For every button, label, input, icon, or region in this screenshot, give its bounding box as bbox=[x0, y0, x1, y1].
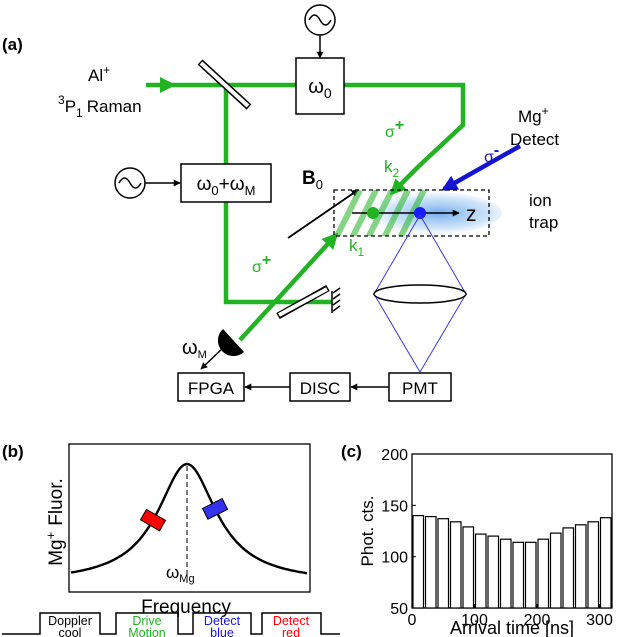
b-field-label: B0 bbox=[302, 168, 323, 192]
al-ion bbox=[367, 207, 379, 219]
sequence-step-detect-blue: Detect blue bbox=[204, 614, 241, 637]
svg-text:blue: blue bbox=[210, 626, 234, 637]
y-tick-label: 150 bbox=[381, 498, 408, 515]
sigma-plus-top-label: σ+ bbox=[385, 117, 404, 141]
histogram-xlabel: Arrival time [ns] bbox=[450, 618, 574, 637]
histogram-bars bbox=[412, 514, 612, 609]
histogram-bar bbox=[574, 524, 587, 609]
histogram-bar bbox=[587, 521, 600, 609]
ion-trap-label-line1: ion bbox=[529, 191, 552, 210]
ion-trap: z bbox=[333, 189, 502, 237]
spectrum-ylabel: Mg+Fluor. bbox=[43, 478, 67, 566]
k1-beam-arrow bbox=[238, 232, 339, 342]
k1-label: k1 bbox=[349, 236, 365, 259]
svg-text:cool: cool bbox=[59, 626, 82, 637]
sigma-minus-label: σ- bbox=[484, 142, 499, 166]
mg-detect-beam-label: Detect bbox=[510, 130, 559, 149]
histogram-bar bbox=[437, 518, 450, 609]
histogram-bar bbox=[462, 526, 475, 609]
svg-text:red: red bbox=[282, 626, 300, 637]
photodiode-omegaM-label: ωM bbox=[182, 337, 207, 361]
disc-label: DISC bbox=[300, 379, 341, 398]
histogram-bar bbox=[474, 533, 487, 609]
histogram-bar bbox=[599, 517, 612, 609]
svg-text:Doppler: Doppler bbox=[48, 614, 92, 628]
aom-omega0-label: ω0 bbox=[308, 76, 332, 101]
trap-axis-label: z bbox=[466, 203, 477, 226]
histogram-bar bbox=[512, 541, 525, 609]
mg-ion bbox=[414, 207, 426, 219]
svg-text:Detect: Detect bbox=[273, 614, 310, 628]
k2-label: k2 bbox=[384, 157, 400, 180]
panel-a-label: (a) bbox=[2, 35, 23, 54]
photodiode-icon bbox=[217, 329, 244, 357]
panel-c-label: (c) bbox=[341, 442, 362, 461]
panel-b-label: (b) bbox=[2, 442, 24, 461]
x-tick-label: 0 bbox=[408, 612, 417, 629]
histogram-bar bbox=[499, 538, 512, 609]
histogram-ticks: 0 100 200 300 50 100 150 200 bbox=[381, 447, 613, 629]
raman-input-arrow bbox=[160, 77, 176, 93]
histogram-bar bbox=[562, 527, 575, 609]
aom-omega0-plus-omegaM-label: ω0+ωM bbox=[197, 174, 256, 198]
panel-a: (a) Al+ 3P1 Raman bbox=[2, 4, 559, 402]
panel-b: (b) ωMg Frequency Mg+Fluor. Doppler cool… bbox=[2, 442, 340, 637]
svg-text:Drive: Drive bbox=[132, 614, 161, 628]
fpga-label: FPGA bbox=[188, 379, 235, 398]
histogram-bar bbox=[412, 514, 425, 609]
histogram-bar bbox=[487, 535, 500, 609]
disc-box bbox=[289, 372, 351, 402]
y-tick-label: 200 bbox=[381, 447, 408, 464]
histogram-bar bbox=[537, 538, 550, 609]
blue-detect-marker bbox=[201, 497, 229, 520]
svg-text:Motion: Motion bbox=[128, 626, 166, 637]
beam-dump bbox=[331, 287, 341, 313]
svg-text:Detect: Detect bbox=[204, 614, 241, 628]
al-ion-label: Al+ bbox=[88, 63, 110, 85]
aom-omega0-plus-omegaM-box bbox=[180, 163, 272, 203]
sequence-step-drive-motion: Drive Motion bbox=[128, 614, 166, 637]
trap-region-box bbox=[333, 189, 490, 237]
panel-c: (c) 0 100 200 300 50 100 150 200 Arrival time [… bbox=[341, 442, 613, 637]
pulse-sequence-trace bbox=[2, 612, 340, 635]
red-detect-marker bbox=[139, 508, 167, 532]
k2-beam-arrow bbox=[389, 163, 422, 196]
b-field-arrow bbox=[287, 189, 359, 239]
x-tick-label: 200 bbox=[524, 612, 551, 629]
histogram-bar bbox=[524, 541, 537, 609]
imaging-lens bbox=[373, 284, 467, 304]
sigma-plus-bottom-label: σ+ bbox=[252, 252, 271, 276]
resonance-center-label: ωMg bbox=[166, 563, 195, 585]
histogram-frame bbox=[411, 453, 613, 609]
x-tick-label: 100 bbox=[461, 612, 488, 629]
imaging-light-cone bbox=[373, 214, 467, 373]
standing-wave-fringes bbox=[334, 190, 427, 236]
histogram-bar bbox=[424, 515, 437, 609]
spectrum-plot-frame bbox=[68, 443, 311, 593]
raman-beam-label: 3P1 Raman bbox=[58, 93, 142, 120]
sequence-step-doppler-cool: Doppler cool bbox=[48, 614, 92, 637]
ion-trap-label-line2: trap bbox=[529, 213, 558, 232]
histogram-ylabel: Phot. cts. bbox=[358, 496, 377, 567]
fluorescence-resonance-curve bbox=[70, 462, 308, 575]
fpga-box bbox=[177, 372, 245, 402]
y-tick-label: 100 bbox=[381, 550, 408, 567]
aom-omega0-box bbox=[295, 57, 345, 115]
histogram-bar bbox=[549, 532, 562, 609]
mg-detect-beam-arrow bbox=[441, 144, 522, 191]
y-tick-label: 50 bbox=[390, 601, 408, 618]
x-tick-label: 300 bbox=[586, 612, 613, 629]
mg-ion-label: Mg+ bbox=[518, 104, 549, 126]
sequence-step-detect-red: Detect red bbox=[273, 614, 310, 637]
histogram-bar bbox=[449, 521, 462, 609]
pmt-label: PMT bbox=[402, 379, 438, 398]
